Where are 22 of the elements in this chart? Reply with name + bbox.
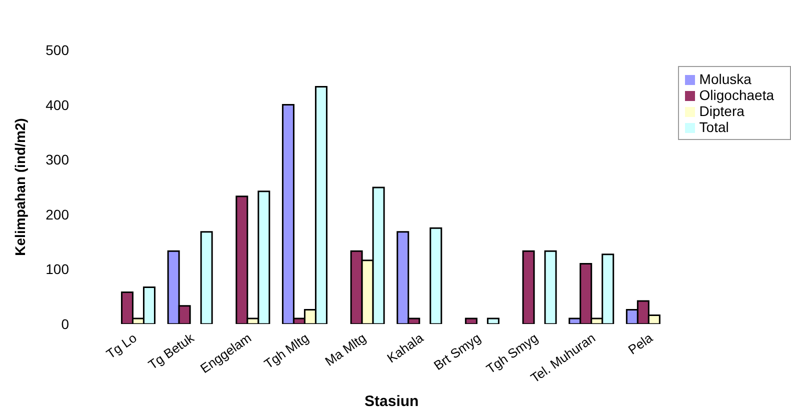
legend-label: Diptera bbox=[699, 103, 744, 119]
legend-label: Oligochaeta bbox=[699, 87, 774, 103]
bar bbox=[200, 231, 213, 324]
y-tick-label: 200 bbox=[46, 206, 70, 222]
x-tick-label: Ma Mltg bbox=[322, 330, 369, 369]
x-tick-label: Tg Lo bbox=[104, 330, 140, 362]
bar bbox=[464, 318, 478, 324]
y-axis-title: Kelimpahan (ind/m2) bbox=[12, 118, 28, 256]
y-tick-label: 0 bbox=[61, 316, 70, 332]
legend-label: Total bbox=[699, 119, 729, 135]
y-tick-label: 300 bbox=[46, 152, 70, 168]
x-tick-label: Tgh Mltg bbox=[261, 330, 312, 372]
x-axis-title: Stasiun bbox=[364, 393, 419, 410]
bar bbox=[522, 250, 535, 324]
y-tick-label: 100 bbox=[46, 261, 70, 278]
y-tick-label: 400 bbox=[46, 96, 70, 113]
legend-label: Moluska bbox=[699, 71, 752, 87]
bar bbox=[544, 250, 557, 324]
y-tick-label: 500 bbox=[46, 42, 70, 58]
x-tick-label: Pela bbox=[625, 330, 656, 358]
bar bbox=[430, 227, 442, 324]
bar bbox=[486, 318, 500, 324]
